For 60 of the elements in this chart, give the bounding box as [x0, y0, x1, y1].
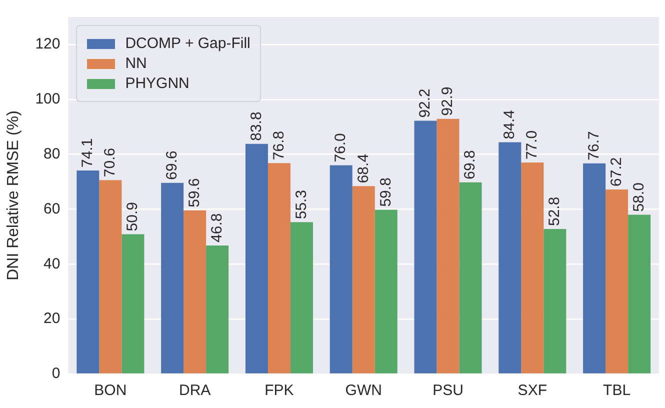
x-tick-label: SXF — [518, 382, 547, 400]
bar — [206, 245, 229, 374]
data-label: 92.2 — [416, 88, 434, 118]
data-label: 70.6 — [102, 148, 119, 178]
data-label: 59.6 — [186, 178, 203, 208]
bar — [436, 118, 460, 374]
data-label: 67.2 — [608, 157, 625, 186]
data-label: 59.8 — [377, 178, 394, 207]
bar — [184, 210, 206, 374]
bar — [245, 144, 268, 374]
y-tick-label: 120 — [35, 36, 60, 53]
bar — [521, 162, 544, 374]
bar — [161, 182, 184, 374]
legend-label: NN — [125, 55, 147, 72]
x-tick-label: TBL — [603, 382, 631, 400]
y-tick-label: 100 — [35, 90, 60, 108]
bar — [122, 234, 144, 374]
data-label: 69.8 — [462, 150, 479, 180]
legend-label: DCOMP + Gap-Fill — [125, 35, 250, 52]
bar — [606, 189, 628, 374]
bar — [583, 163, 606, 374]
bar — [414, 120, 437, 374]
x-tick-label: BON — [94, 382, 127, 400]
legend-label: PHYGNN — [125, 75, 190, 92]
data-label: 52.8 — [546, 196, 564, 226]
data-label: 92.9 — [439, 86, 456, 116]
data-label: 76.0 — [332, 133, 350, 162]
bar — [628, 214, 651, 374]
y-tick-label: 80 — [44, 145, 60, 162]
bar — [374, 210, 398, 374]
bar — [544, 229, 566, 374]
bar — [76, 170, 100, 374]
data-label: 46.8 — [208, 213, 226, 242]
data-label: 50.9 — [124, 202, 142, 232]
y-axis-title: DNI Relative RMSE (%) — [5, 110, 22, 280]
x-tick-label: GWN — [345, 382, 382, 400]
y-tick-label: 20 — [44, 310, 60, 328]
bar — [268, 163, 290, 374]
x-tick-label: PSU — [432, 382, 464, 400]
y-tick-label: 40 — [44, 255, 60, 272]
bar — [99, 180, 122, 374]
data-label: 55.3 — [292, 190, 310, 220]
bar — [290, 222, 313, 374]
bar — [330, 165, 352, 374]
data-label: 84.4 — [501, 110, 518, 140]
data-label: 69.6 — [163, 150, 180, 180]
data-label: 77.0 — [524, 130, 541, 160]
data-label: 68.4 — [354, 154, 372, 184]
bar — [352, 186, 375, 374]
x-tick-label: FPK — [264, 382, 294, 400]
y-tick-label: 60 — [44, 200, 60, 218]
data-label: 83.8 — [248, 112, 265, 141]
x-tick-label: DRA — [178, 382, 211, 400]
bar — [459, 182, 482, 374]
data-label: 58.0 — [630, 182, 648, 212]
data-label: 74.1 — [79, 138, 96, 168]
data-label: 76.7 — [585, 131, 602, 160]
bar — [498, 142, 522, 374]
y-tick-label: 0 — [52, 365, 60, 382]
data-label: 76.8 — [270, 130, 288, 160]
